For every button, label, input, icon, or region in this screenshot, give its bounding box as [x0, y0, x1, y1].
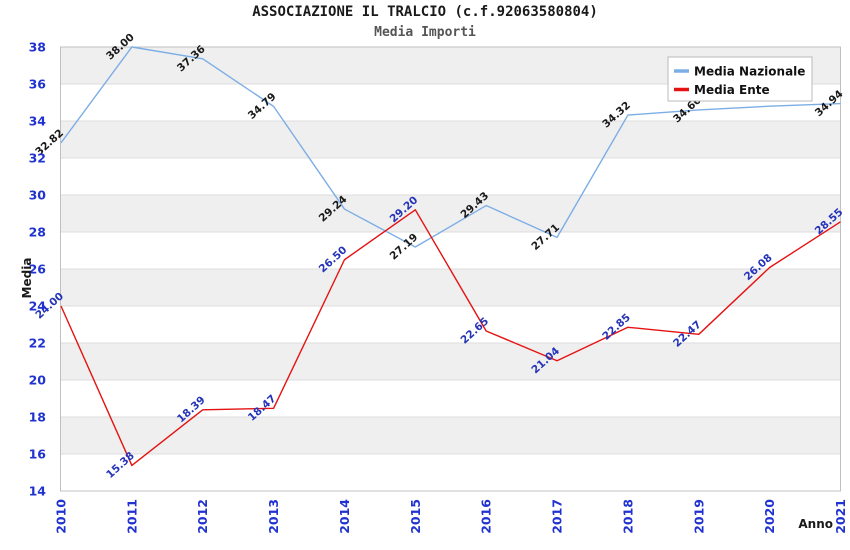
x-tick-label: 2011: [124, 499, 139, 534]
x-axis-title: Anno: [798, 517, 833, 531]
y-tick-label: 34: [29, 114, 47, 129]
y-tick-label: 14: [29, 484, 47, 499]
y-tick-label: 26: [29, 262, 47, 277]
x-tick-label: 2014: [337, 499, 352, 534]
plot-band: [60, 417, 841, 454]
legend-label-media-nazionale: Media Nazionale: [694, 65, 805, 79]
legend-label-media-ente: Media Ente: [694, 83, 770, 97]
chart-subtitle: Media Importi: [374, 25, 476, 40]
y-tick-label: 24: [29, 299, 47, 314]
legend: [667, 56, 813, 102]
chart-title: ASSOCIAZIONE IL TRALCIO (c.f.92063580804…: [252, 4, 598, 20]
plot-band: [60, 121, 841, 158]
series-line-media-ente: [60, 209, 841, 467]
x-tick-label: 2013: [266, 499, 281, 534]
x-tick-label: 2012: [195, 499, 210, 534]
y-tick-label: 16: [29, 447, 47, 462]
y-tick-label: 22: [29, 336, 46, 351]
series-line-media-nazionale: [60, 46, 841, 248]
y-tick-label: 30: [29, 188, 47, 203]
plot-band: [60, 343, 841, 380]
x-tick-label: 2018: [620, 499, 635, 534]
y-tick-label: 18: [29, 410, 46, 425]
y-tick-label: 38: [29, 40, 46, 55]
plot-band: [60, 269, 841, 306]
y-tick-label: 20: [29, 373, 47, 388]
plot-border: [60, 46, 841, 492]
y-tick-label: 36: [29, 77, 47, 92]
y-axis-title: Media: [20, 258, 34, 299]
x-tick-label: 2010: [54, 499, 69, 534]
x-tick-label: 2015: [408, 499, 423, 534]
x-tick-label: 2020: [762, 499, 777, 534]
x-tick-label: 2017: [550, 499, 565, 534]
x-tick-label: 2021: [833, 499, 848, 534]
y-tick-label: 28: [29, 225, 46, 240]
x-tick-label: 2019: [691, 499, 706, 534]
x-tick-label: 2016: [479, 499, 494, 534]
y-tick-label: 32: [29, 151, 46, 166]
